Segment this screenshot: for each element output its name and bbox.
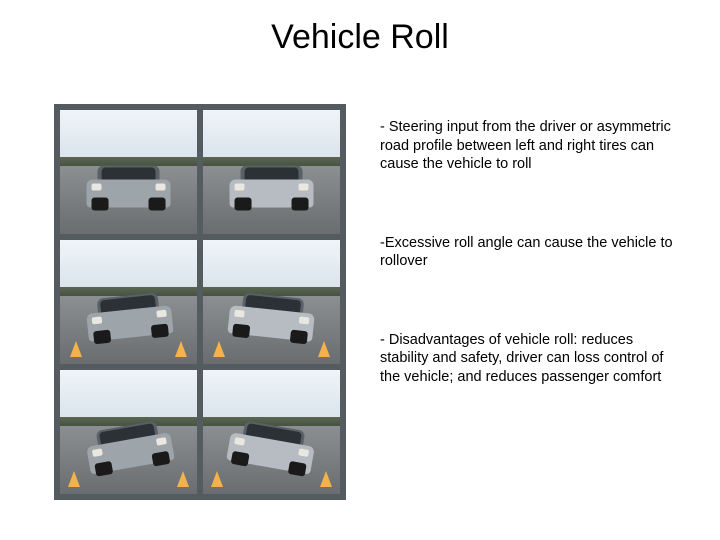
car-icon [86,163,171,208]
traffic-cone-icon [320,471,332,487]
page-title: Vehicle Roll [0,18,720,57]
vehicle-photo-cell [203,240,340,364]
vehicle-photo-grid [54,104,346,500]
vehicle-photo-cell [203,370,340,494]
car-icon [229,163,314,208]
traffic-cone-icon [177,471,189,487]
traffic-cone-icon [70,341,82,357]
car-icon [84,288,173,341]
traffic-cone-icon [211,471,223,487]
bullet-item: - Steering input from the driver or asym… [380,118,680,174]
vehicle-photo-cell [60,110,197,234]
traffic-cone-icon [318,341,330,357]
bullet-item: - Disadvantages of vehicle roll: reduces… [380,331,680,387]
bullet-column: - Steering input from the driver or asym… [380,118,680,386]
vehicle-photo-cell [203,110,340,234]
traffic-cone-icon [68,471,80,487]
traffic-cone-icon [213,341,225,357]
bullet-item: -Excessive roll angle can cause the vehi… [380,234,680,271]
vehicle-photo-cell [60,370,197,494]
traffic-cone-icon [175,341,187,357]
vehicle-photo-cell [60,240,197,364]
car-icon [227,288,316,341]
